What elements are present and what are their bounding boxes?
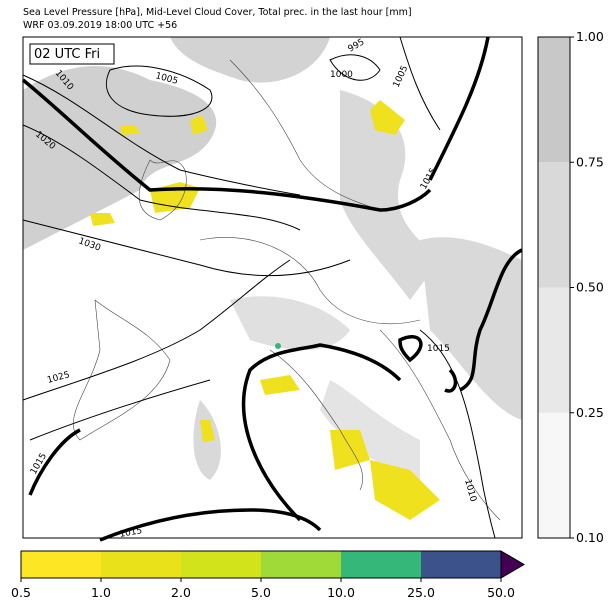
colorbar-tick-label: 0.25 — [576, 405, 604, 420]
colorbar-tick-label: 5.0 — [251, 585, 271, 600]
colorbar-tick-label: 25.0 — [407, 585, 435, 600]
colorbar-segment — [181, 551, 261, 578]
colorbar-segment — [538, 37, 570, 163]
colorbar-tick-label: 0.75 — [576, 154, 604, 169]
coastline — [73, 59, 501, 521]
time-label: 02 UTC Fri — [34, 47, 100, 62]
isobar-label: 1015 — [427, 344, 450, 354]
isobar-label: 1000 — [330, 70, 353, 80]
cloud-colorbar: 0.10 0.25 0.50 0.75 1.00 — [537, 29, 604, 545]
colorbar-tick-label: 0.10 — [576, 530, 604, 545]
colorbar-segment — [538, 162, 570, 288]
time-box — [29, 43, 115, 65]
isobar-label: 1015 — [119, 526, 143, 540]
title-line: Sea Level Pressure [hPa], Mid-Level Clou… — [23, 7, 412, 18]
colorbar-segment — [101, 551, 181, 578]
colorbar-tick-label: 1.0 — [91, 585, 111, 600]
colorbar-tick-label: 2.0 — [171, 585, 191, 600]
isobar — [21, 36, 523, 542]
colorbar-segment — [21, 551, 101, 578]
colorbar-segment — [538, 412, 570, 538]
precip-area — [275, 343, 281, 349]
colorbar-tick-label: 50.0 — [487, 585, 515, 600]
colorbar-tick-label: 1.00 — [576, 29, 604, 44]
precip-area — [90, 100, 440, 520]
colorbar-tick-label: 0.50 — [576, 280, 604, 295]
colorbar-segment — [538, 287, 570, 413]
map: 02 UTC Fri 995 1000 1005 1005 1010 1020 … — [21, 36, 523, 542]
colorbar-extend — [500, 550, 525, 579]
colorbar-tick-label: 0.5 — [11, 585, 31, 600]
colorbar-tick-label: 10.0 — [327, 585, 355, 600]
subtitle-line: WRF 03.09.2019 18:00 UTC +56 — [23, 20, 177, 31]
precip-colorbar: 0.5 1.0 2.0 5.0 10.0 25.0 50.0 — [11, 550, 525, 600]
colorbar-segment — [261, 551, 341, 578]
colorbar-segment — [341, 551, 421, 578]
colorbar-segment — [421, 551, 501, 578]
